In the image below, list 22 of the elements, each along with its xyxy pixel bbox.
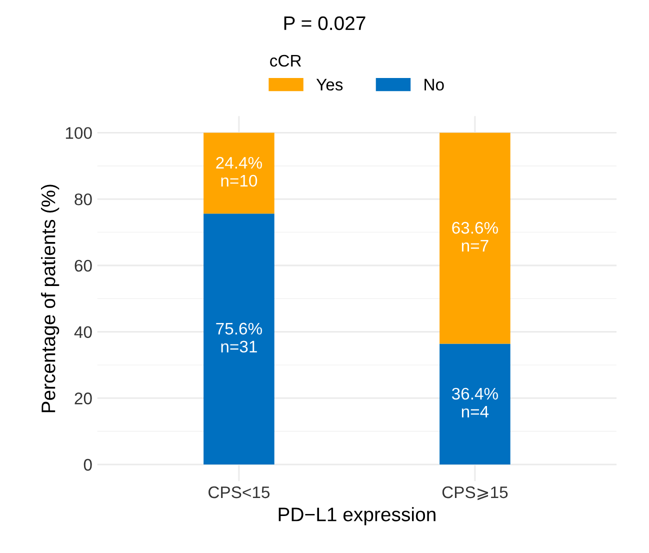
y-tick-label: 40 [74,326,92,338]
chart-title: P = 0.027 [284,16,366,30]
data-label: 24.4% n=10 [216,156,262,187]
legend-label: No [424,78,444,91]
y-tick-label: 100 [66,127,92,139]
y-tick-label: 0 [84,458,92,471]
x-tick-label: CPS<15 [208,486,270,498]
x-tick-label: CPS⩾15 [442,486,508,500]
legend-title: cCR [270,54,301,67]
data-label: 36.4% n=4 [452,388,498,418]
legend-label: Yes [316,78,343,91]
bar [204,132,274,214]
bar [440,132,510,344]
data-label: 63.6% n=7 [452,222,498,252]
data-label: 75.6% n=31 [216,322,262,353]
y-tick-label: 20 [74,392,92,404]
y-tick-label: 80 [74,193,92,206]
x-axis-title: PD−L1 expression [278,507,436,526]
y-axis-title: Percentage of patients (%) [41,184,60,412]
y-tick-label: 60 [74,260,92,272]
bar [204,214,274,465]
bar [440,344,510,465]
